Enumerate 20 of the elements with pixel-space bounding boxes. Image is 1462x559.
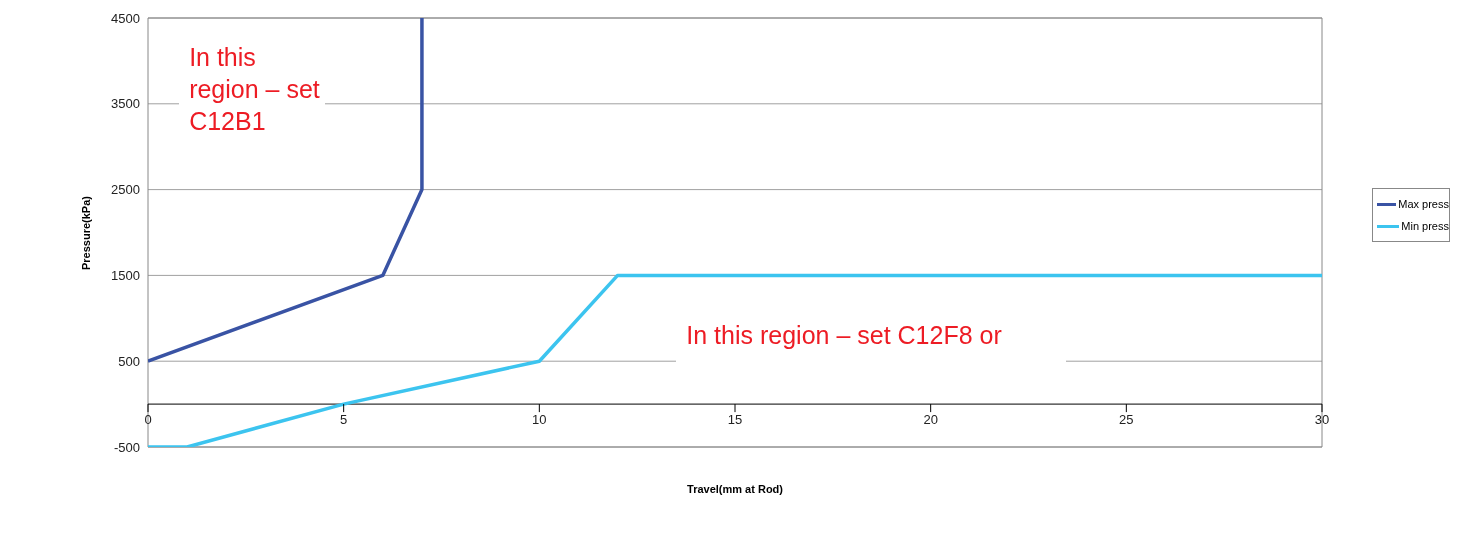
legend-label: Max press (1398, 198, 1449, 210)
y-tick-label: -500 (113, 439, 140, 455)
y-tick-label: 3500 (111, 96, 140, 112)
x-tick-label: 15 (727, 412, 743, 428)
annotation: In this region – set C12F8 or (676, 315, 1067, 371)
x-tick-label: 10 (532, 412, 547, 428)
x-tick-label: 20 (923, 412, 938, 428)
x-axis-title: Travel(mm at Rod) (687, 483, 783, 495)
line-series (148, 18, 424, 363)
y-tick-label: 500 (118, 353, 140, 369)
y-tick-label: 2500 (111, 182, 140, 198)
y-axis-title: Pressure(kPa) (80, 195, 92, 270)
x-tick-label: 30 (1314, 412, 1330, 428)
x-tick-label: 0 (144, 412, 152, 428)
y-tick-label: 1500 (111, 268, 140, 284)
legend-label: Min press (1401, 220, 1449, 232)
x-tick-label: 5 (340, 412, 348, 428)
annotation: In this region – set C12B1 (179, 33, 326, 167)
y-tick-label: 4500 (111, 10, 140, 26)
x-tick-label: 25 (1119, 412, 1134, 428)
